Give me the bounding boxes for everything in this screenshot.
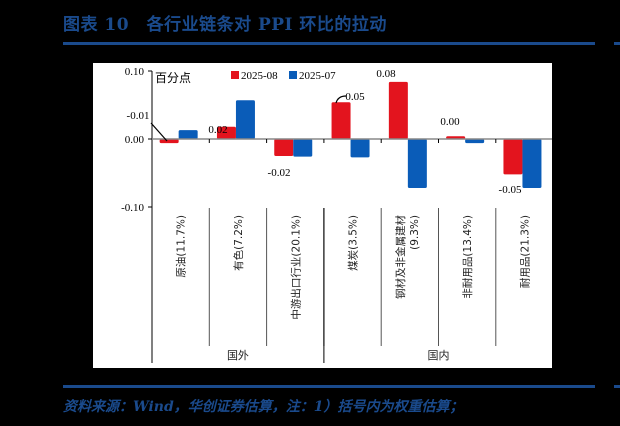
legend-swatch: [231, 71, 239, 79]
bar-2025-08: [274, 139, 294, 156]
chart-area: 0.10 0.00 -0.10 -0.01 0.02 -0.02 0.05 0.08 0.00 -…: [93, 63, 554, 368]
footer-divider: [63, 385, 595, 388]
y-tick-label: 0.10: [125, 66, 145, 78]
figure-title: 图表 10 各行业链条对 PPI 环比的拉动: [63, 15, 387, 35]
data-label: -0.01: [127, 110, 150, 122]
bar-2025-07: [235, 100, 255, 139]
group-label: 国内: [428, 348, 450, 362]
bar-2025-08: [388, 81, 408, 139]
y-tick-label: 0.00: [125, 134, 145, 146]
data-label: 0.02: [208, 124, 227, 136]
data-label: 0.05: [345, 91, 365, 103]
bar-2025-07: [350, 139, 370, 158]
group-label: 国外: [227, 349, 249, 362]
data-label: -0.02: [268, 167, 291, 179]
leader-line: [335, 95, 347, 104]
category-label: 煤炭(3.5%): [347, 215, 360, 271]
category-label: 耐用品(21.3%): [518, 215, 531, 288]
title-divider-right: [614, 42, 620, 45]
category-label: 中游出口行业(20.1%): [289, 215, 302, 320]
bar-2025-08: [216, 126, 236, 139]
data-label: 0.08: [376, 68, 396, 80]
footer-divider-right: [614, 385, 620, 388]
bar-2025-07: [522, 139, 542, 188]
legend-label[interactable]: 2025-07: [299, 70, 336, 82]
category-label: 钢材及非金属建材: [394, 215, 407, 299]
source-note: 资料来源：Wind，华创证券估算，注：1）括号内为权重估算；: [63, 399, 464, 415]
bar-2025-08: [159, 139, 179, 144]
legend-label[interactable]: 2025-08: [241, 70, 278, 82]
category-label: (9.3%): [409, 215, 421, 250]
leader-line: [150, 122, 168, 142]
bar-2025-07: [178, 130, 198, 139]
title-divider: [63, 42, 595, 45]
bar-chart: 0.10 0.00 -0.10 -0.01 0.02 -0.02 0.05 0.08 0.00 -…: [121, 66, 554, 363]
legend-swatch: [289, 71, 297, 79]
bar-2025-07: [293, 139, 313, 157]
y-tick-label: -0.10: [121, 202, 144, 214]
category-label: 有色(7.2%): [232, 215, 245, 271]
data-label: -0.05: [499, 184, 522, 196]
bar-2025-08: [331, 102, 351, 139]
bar-2025-07: [465, 139, 485, 144]
bar-2025-08: [503, 139, 523, 175]
unit-label: 百分点: [155, 71, 191, 85]
category-label: 原油(11.7%): [175, 215, 188, 278]
category-label: 非耐用品(13.4%): [461, 215, 474, 299]
bar-2025-07: [407, 139, 427, 188]
data-label: 0.00: [440, 116, 460, 128]
